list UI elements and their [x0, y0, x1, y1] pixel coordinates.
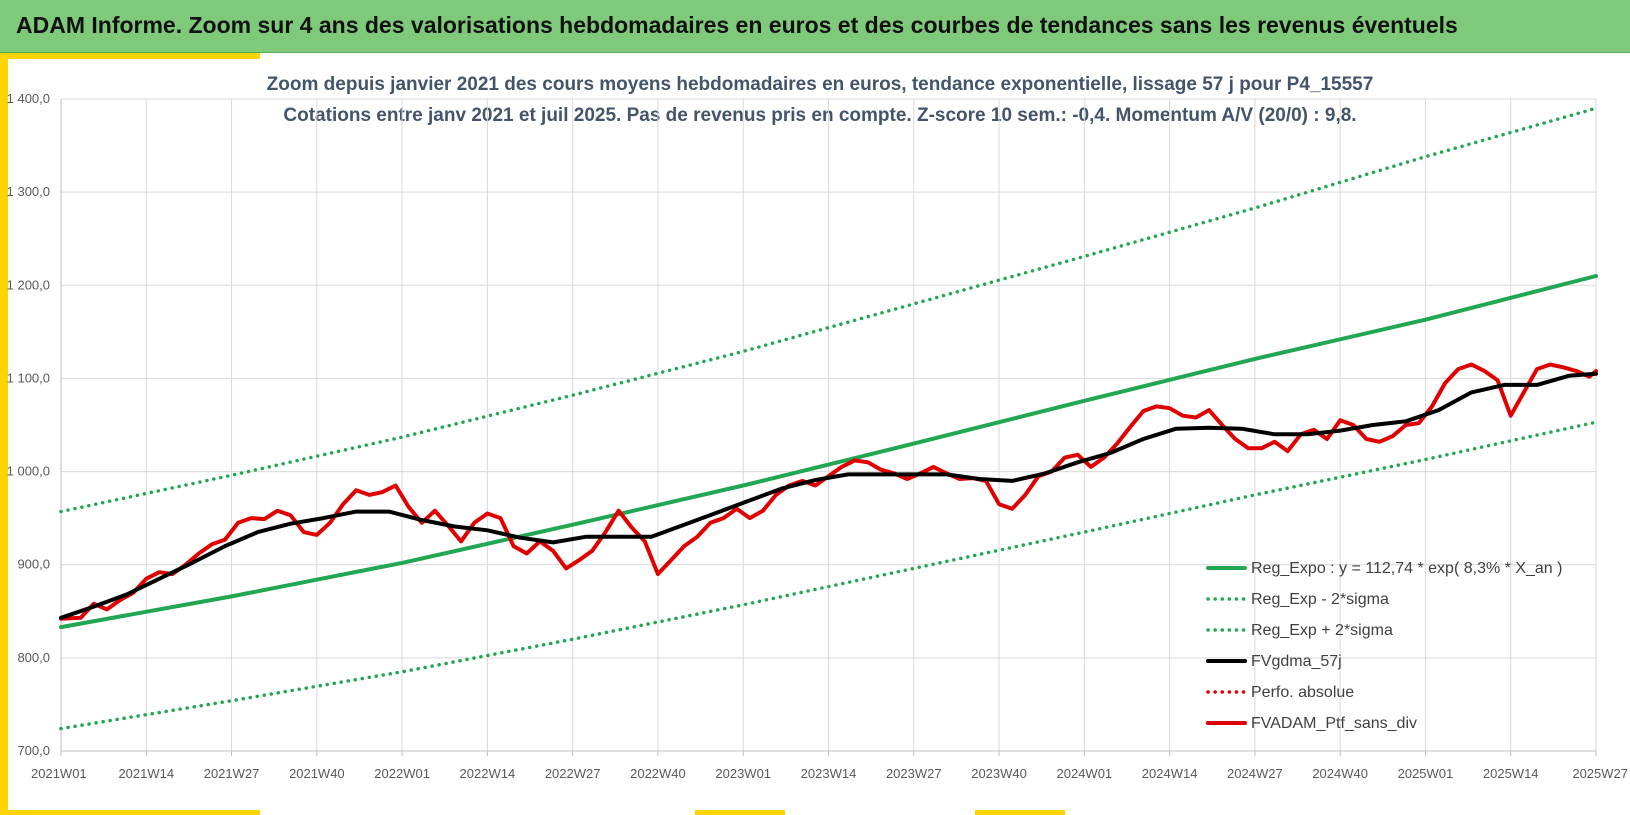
y-tick-label: 1 300,0 — [7, 184, 50, 199]
x-tick-label: 2022W01 — [374, 766, 430, 781]
x-tick-label: 2023W14 — [801, 766, 857, 781]
legend: Reg_Expo : y = 112,74 * exp( 8,3% * X_an… — [1206, 560, 1562, 732]
y-tick-label: 700,0 — [17, 743, 50, 758]
y-tick-label: 1 200,0 — [7, 277, 50, 292]
series-line-2 — [59, 106, 1598, 514]
chart-subtitle-line1: Zoom depuis janvier 2021 des cours moyen… — [267, 74, 1374, 95]
chart-subtitle-line2: Cotations entre janv 2021 et juil 2025. … — [283, 105, 1356, 126]
top-accent-strip — [0, 53, 260, 59]
grid — [60, 98, 1597, 756]
y-tick-label: 900,0 — [17, 557, 50, 572]
page-title: ADAM Informe. Zoom sur 4 ans des valoris… — [16, 12, 1458, 38]
x-tick-label: 2024W27 — [1227, 766, 1283, 781]
x-tick-label: 2023W40 — [971, 766, 1027, 781]
bottom-accent-right — [975, 810, 1065, 815]
legend-label: FVgdma_57j — [1251, 653, 1342, 670]
left-accent-strip — [0, 53, 8, 815]
x-tick-label: 2022W40 — [630, 766, 686, 781]
y-tick-label: 1 400,0 — [7, 91, 50, 106]
x-tick-label: 2023W27 — [886, 766, 942, 781]
series-line-0 — [59, 274, 1598, 630]
x-tick-label: 2025W27 — [1572, 766, 1628, 781]
legend-label: Reg_Exp + 2*sigma — [1251, 622, 1393, 639]
header-bar: ADAM Informe. Zoom sur 4 ans des valoris… — [0, 0, 1630, 53]
axis-ticks: 700,0 800,0 900,0 1 000,0 1 100,0 1 200,0 1 30… — [7, 91, 1628, 781]
y-tick-label: 800,0 — [17, 650, 50, 665]
legend-label: Reg_Exp - 2*sigma — [1251, 591, 1389, 608]
legend-label: Perfo. absolue — [1251, 684, 1354, 701]
x-tick-label: 2021W01 — [31, 766, 87, 781]
x-tick-label: 2024W40 — [1312, 766, 1368, 781]
legend-label: Reg_Expo : y = 112,74 * exp( 8,3% * X_an… — [1251, 560, 1562, 577]
x-tick-label: 2024W01 — [1057, 766, 1113, 781]
x-tick-label: 2021W27 — [204, 766, 260, 781]
series-line-5 — [59, 362, 1598, 621]
bottom-accent-mid — [695, 810, 785, 815]
series-line-3 — [59, 371, 1598, 620]
series-layer — [59, 106, 1598, 731]
series-line-1 — [59, 420, 1598, 731]
y-tick-label: 1 000,0 — [7, 464, 50, 479]
x-tick-label: 2022W14 — [460, 766, 516, 781]
x-tick-label: 2023W01 — [715, 766, 771, 781]
x-tick-label: 2025W14 — [1483, 766, 1539, 781]
x-tick-label: 2021W40 — [289, 766, 345, 781]
y-tick-label: 1 100,0 — [7, 370, 50, 385]
x-tick-label: 2025W01 — [1398, 766, 1454, 781]
x-tick-label: 2021W14 — [118, 766, 174, 781]
x-tick-label: 2024W14 — [1142, 766, 1198, 781]
x-tick-label: 2022W27 — [545, 766, 601, 781]
legend-label: FVADAM_Ptf_sans_div — [1251, 715, 1417, 732]
bottom-accent-left — [0, 810, 260, 815]
